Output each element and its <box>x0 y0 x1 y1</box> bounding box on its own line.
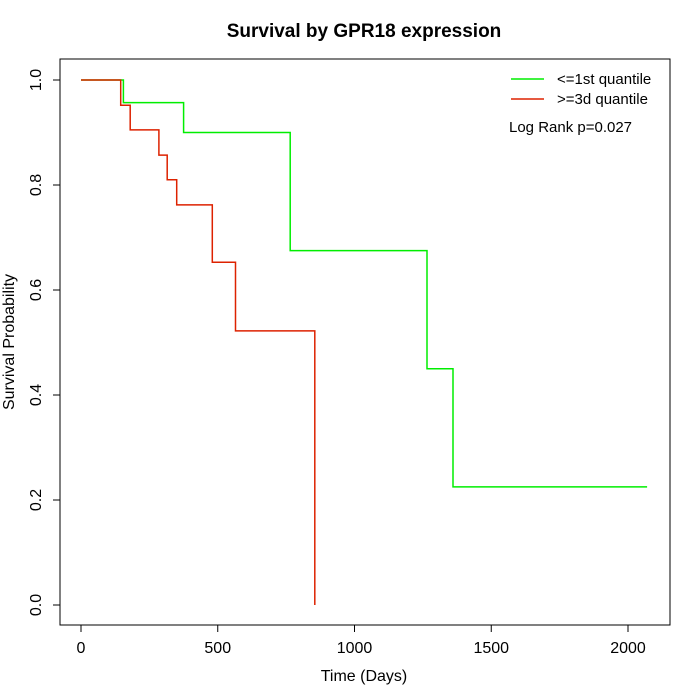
y-axis: 0.0 0.2 0.4 0.6 0.8 1.0 <box>28 69 61 616</box>
x-axis: 0 500 1000 1500 2000 <box>77 624 646 657</box>
series-layer <box>81 79 648 605</box>
y-tick-label: 0.6 <box>28 279 45 301</box>
x-tick-label: 1000 <box>337 640 373 657</box>
legend: <=1st quantile >=3d quantile <box>511 71 651 108</box>
x-tick-label: 1500 <box>473 640 509 657</box>
y-tick-label: 0.0 <box>28 594 45 616</box>
y-axis-label: Survival Probability <box>1 274 18 410</box>
legend-label: >=3d quantile <box>557 91 648 108</box>
series-line-2 <box>81 79 316 605</box>
x-tick-label: 2000 <box>610 640 646 657</box>
x-tick-label: 0 <box>77 640 86 657</box>
y-tick-label: 0.4 <box>28 384 45 406</box>
chart-title: Survival by GPR18 expression <box>227 21 502 42</box>
x-axis-label: Time (Days) <box>321 668 408 685</box>
y-tick-label: 0.8 <box>28 174 45 196</box>
log-rank-annotation: Log Rank p=0.027 <box>509 119 632 136</box>
series-line-1 <box>81 79 648 488</box>
x-tick-label: 500 <box>204 640 231 657</box>
y-tick-label: 1.0 <box>28 69 45 91</box>
y-tick-label: 0.2 <box>28 489 45 511</box>
plot-frame <box>59 58 671 626</box>
legend-label: <=1st quantile <box>557 71 651 88</box>
